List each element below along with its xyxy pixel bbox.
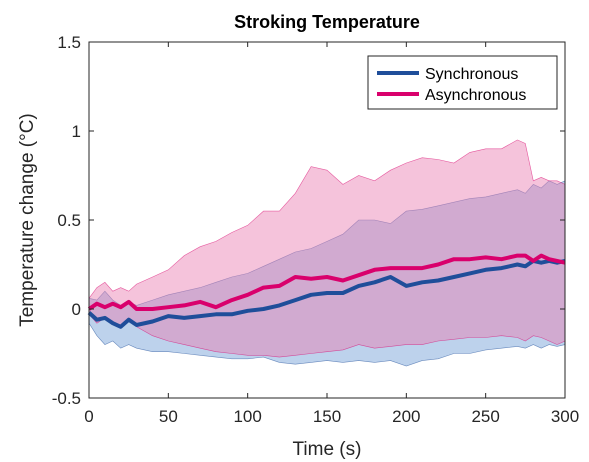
- y-axis-label: Temperature change (°C): [17, 113, 38, 327]
- x-tick-label: 50: [159, 407, 178, 426]
- series-0-line: [87, 258, 566, 329]
- x-axis-label: Time (s): [293, 439, 362, 460]
- series-1-line: [87, 253, 566, 311]
- x-axis-ticks: 0 50 100 150 200 250 300: [84, 42, 579, 426]
- chart-title: Stroking Temperature: [234, 12, 420, 32]
- series-1-band: [88, 139, 566, 358]
- legend-label-1: Asynchronous: [425, 87, 526, 104]
- x-tick-label: 100: [233, 407, 261, 426]
- y-tick-label: 0: [72, 300, 81, 319]
- confidence-bands: [88, 139, 566, 367]
- y-tick-label: 1: [72, 122, 81, 141]
- x-tick-label: 300: [551, 407, 579, 426]
- x-tick-label: 200: [392, 407, 420, 426]
- legend-box: [367, 55, 558, 110]
- y-axis-ticks: -0.5 0 0.5 1 1.5: [52, 33, 565, 408]
- legend: Synchronous Asynchronous: [367, 55, 558, 110]
- x-tick-label: 150: [313, 407, 341, 426]
- x-tick-label: 250: [471, 407, 499, 426]
- series-lines: [87, 253, 566, 329]
- y-tick-label: 1.5: [57, 33, 81, 52]
- y-tick-label: 0.5: [57, 211, 81, 230]
- y-tick-label: -0.5: [52, 389, 81, 408]
- legend-label-0: Synchronous: [425, 66, 518, 83]
- x-tick-label: 0: [84, 407, 93, 426]
